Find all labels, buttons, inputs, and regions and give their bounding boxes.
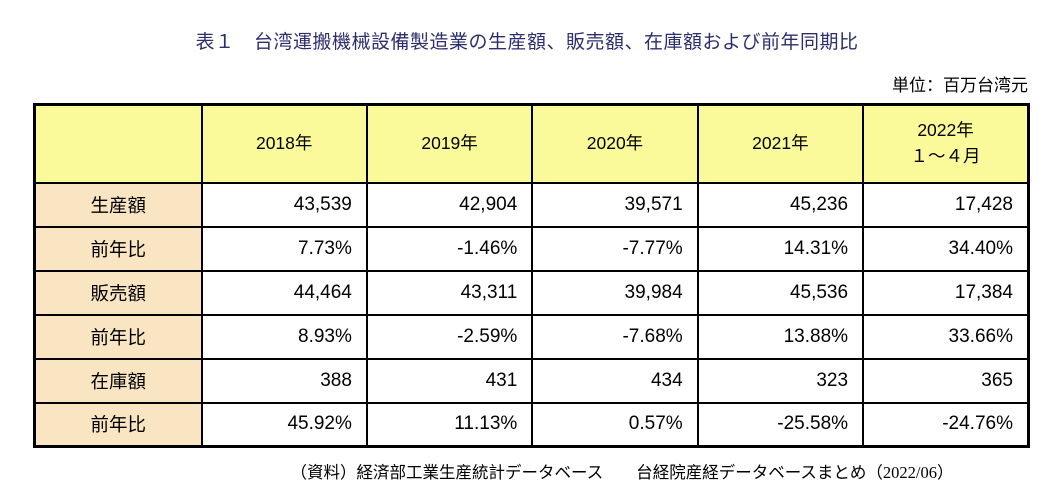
cell: 431 — [365, 357, 534, 404]
year-header-2022: 2022年 １～４月 — [862, 103, 1030, 184]
cell: -1.46% — [365, 225, 534, 272]
table-row-inventory: 在庫額 388 431 434 323 365 — [33, 357, 1030, 404]
cell: 323 — [696, 357, 865, 404]
table-row-production: 生産額 43,539 42,904 39,571 45,236 17,428 — [33, 181, 1030, 228]
cell: 45,536 — [696, 269, 865, 316]
cell: 17,384 — [862, 269, 1030, 316]
cell: 14.31% — [696, 225, 865, 272]
cell: -24.76% — [862, 401, 1030, 448]
cell: 39,571 — [531, 181, 699, 228]
year-header-2021: 2021年 — [696, 103, 865, 184]
header-row: 2018年 2019年 2020年 2021年 2022年 １～４月 — [33, 103, 1030, 184]
year-header-2019: 2019年 — [365, 103, 534, 184]
year-header-2022-line2: １～４月 — [910, 145, 981, 166]
year-header-2022-line1: 2022年 — [917, 120, 974, 141]
cell: 44,464 — [200, 269, 368, 316]
cell: 45,236 — [696, 181, 865, 228]
data-table: 2018年 2019年 2020年 2021年 2022年 １～４月 生産額 4… — [33, 103, 1030, 448]
cell: -25.58% — [696, 401, 865, 448]
corner-cell — [33, 103, 203, 184]
row-label: 前年比 — [33, 313, 203, 360]
row-label: 在庫額 — [33, 357, 203, 404]
cell: 45.92% — [200, 401, 368, 448]
cell: 34.40% — [862, 225, 1030, 272]
year-header-2018: 2018年 — [200, 103, 368, 184]
cell: 39,984 — [531, 269, 699, 316]
cell: 33.66% — [862, 313, 1030, 360]
table-row-sales: 販売額 44,464 43,311 39,984 45,536 17,384 — [33, 269, 1030, 316]
cell: 7.73% — [200, 225, 368, 272]
table-title: 表１ 台湾運搬機械設備製造業の生産額、販売額、在庫額および前年同期比 — [195, 32, 859, 53]
cell: 43,311 — [365, 269, 534, 316]
year-header-2020: 2020年 — [531, 103, 699, 184]
cell: 8.93% — [200, 313, 368, 360]
cell: -2.59% — [365, 313, 534, 360]
cell: 11.13% — [365, 401, 534, 448]
source-note: （資料）経済部工業生産統計データベース 台経院産経データベースまとめ（2022/… — [290, 463, 954, 482]
cell: 43,539 — [200, 181, 368, 228]
cell: 17,428 — [862, 181, 1030, 228]
table-row-sales-yoy: 前年比 8.93% -2.59% -7.68% 13.88% 33.66% — [33, 313, 1030, 360]
table-row-inventory-yoy: 前年比 45.92% 11.13% 0.57% -25.58% -24.76% — [33, 401, 1030, 448]
cell: -7.77% — [531, 225, 699, 272]
table-row-production-yoy: 前年比 7.73% -1.46% -7.77% 14.31% 34.40% — [33, 225, 1030, 272]
cell: 434 — [531, 357, 699, 404]
row-label: 前年比 — [33, 401, 203, 448]
cell: -7.68% — [531, 313, 699, 360]
cell: 365 — [862, 357, 1030, 404]
cell: 388 — [200, 357, 368, 404]
row-label: 生産額 — [33, 181, 203, 228]
row-label: 販売額 — [33, 269, 203, 316]
cell: 13.88% — [696, 313, 865, 360]
cell: 0.57% — [531, 401, 699, 448]
row-label: 前年比 — [33, 225, 203, 272]
unit-label: 単位：百万台湾元 — [892, 76, 1028, 95]
cell: 42,904 — [365, 181, 534, 228]
